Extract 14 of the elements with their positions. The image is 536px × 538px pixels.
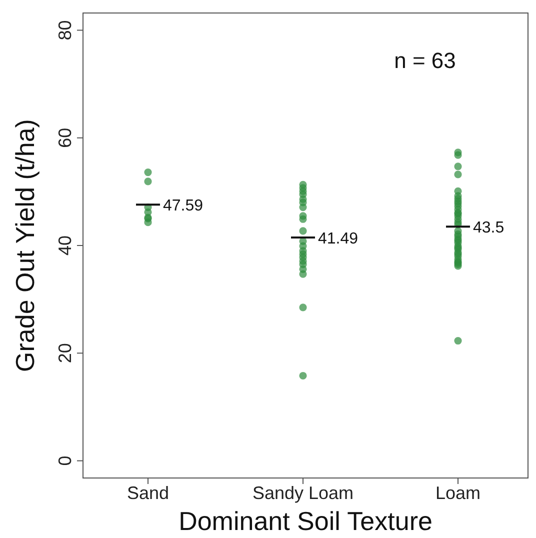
y-tick-label: 20 [55,343,75,364]
x-tick-label: Sand [126,483,170,503]
x-axis-title: Dominant Soil Texture [178,506,432,536]
y-tick-label: 0 [55,456,75,466]
y-tick-label: 40 [55,235,75,256]
y-tick-label: 60 [55,128,75,148]
annotation: 43.5 [473,220,504,237]
x-tick-label: Sandy Loam [252,483,354,503]
x-tick-label: Loam [435,483,481,503]
y-tick-label: 80 [55,20,75,40]
annotation: 41.49 [318,230,358,248]
annotation: n = 63 [394,48,456,73]
annotation: 47.59 [163,198,204,215]
y-axis-title: Grade Out Yield (t/ha) [10,119,40,372]
